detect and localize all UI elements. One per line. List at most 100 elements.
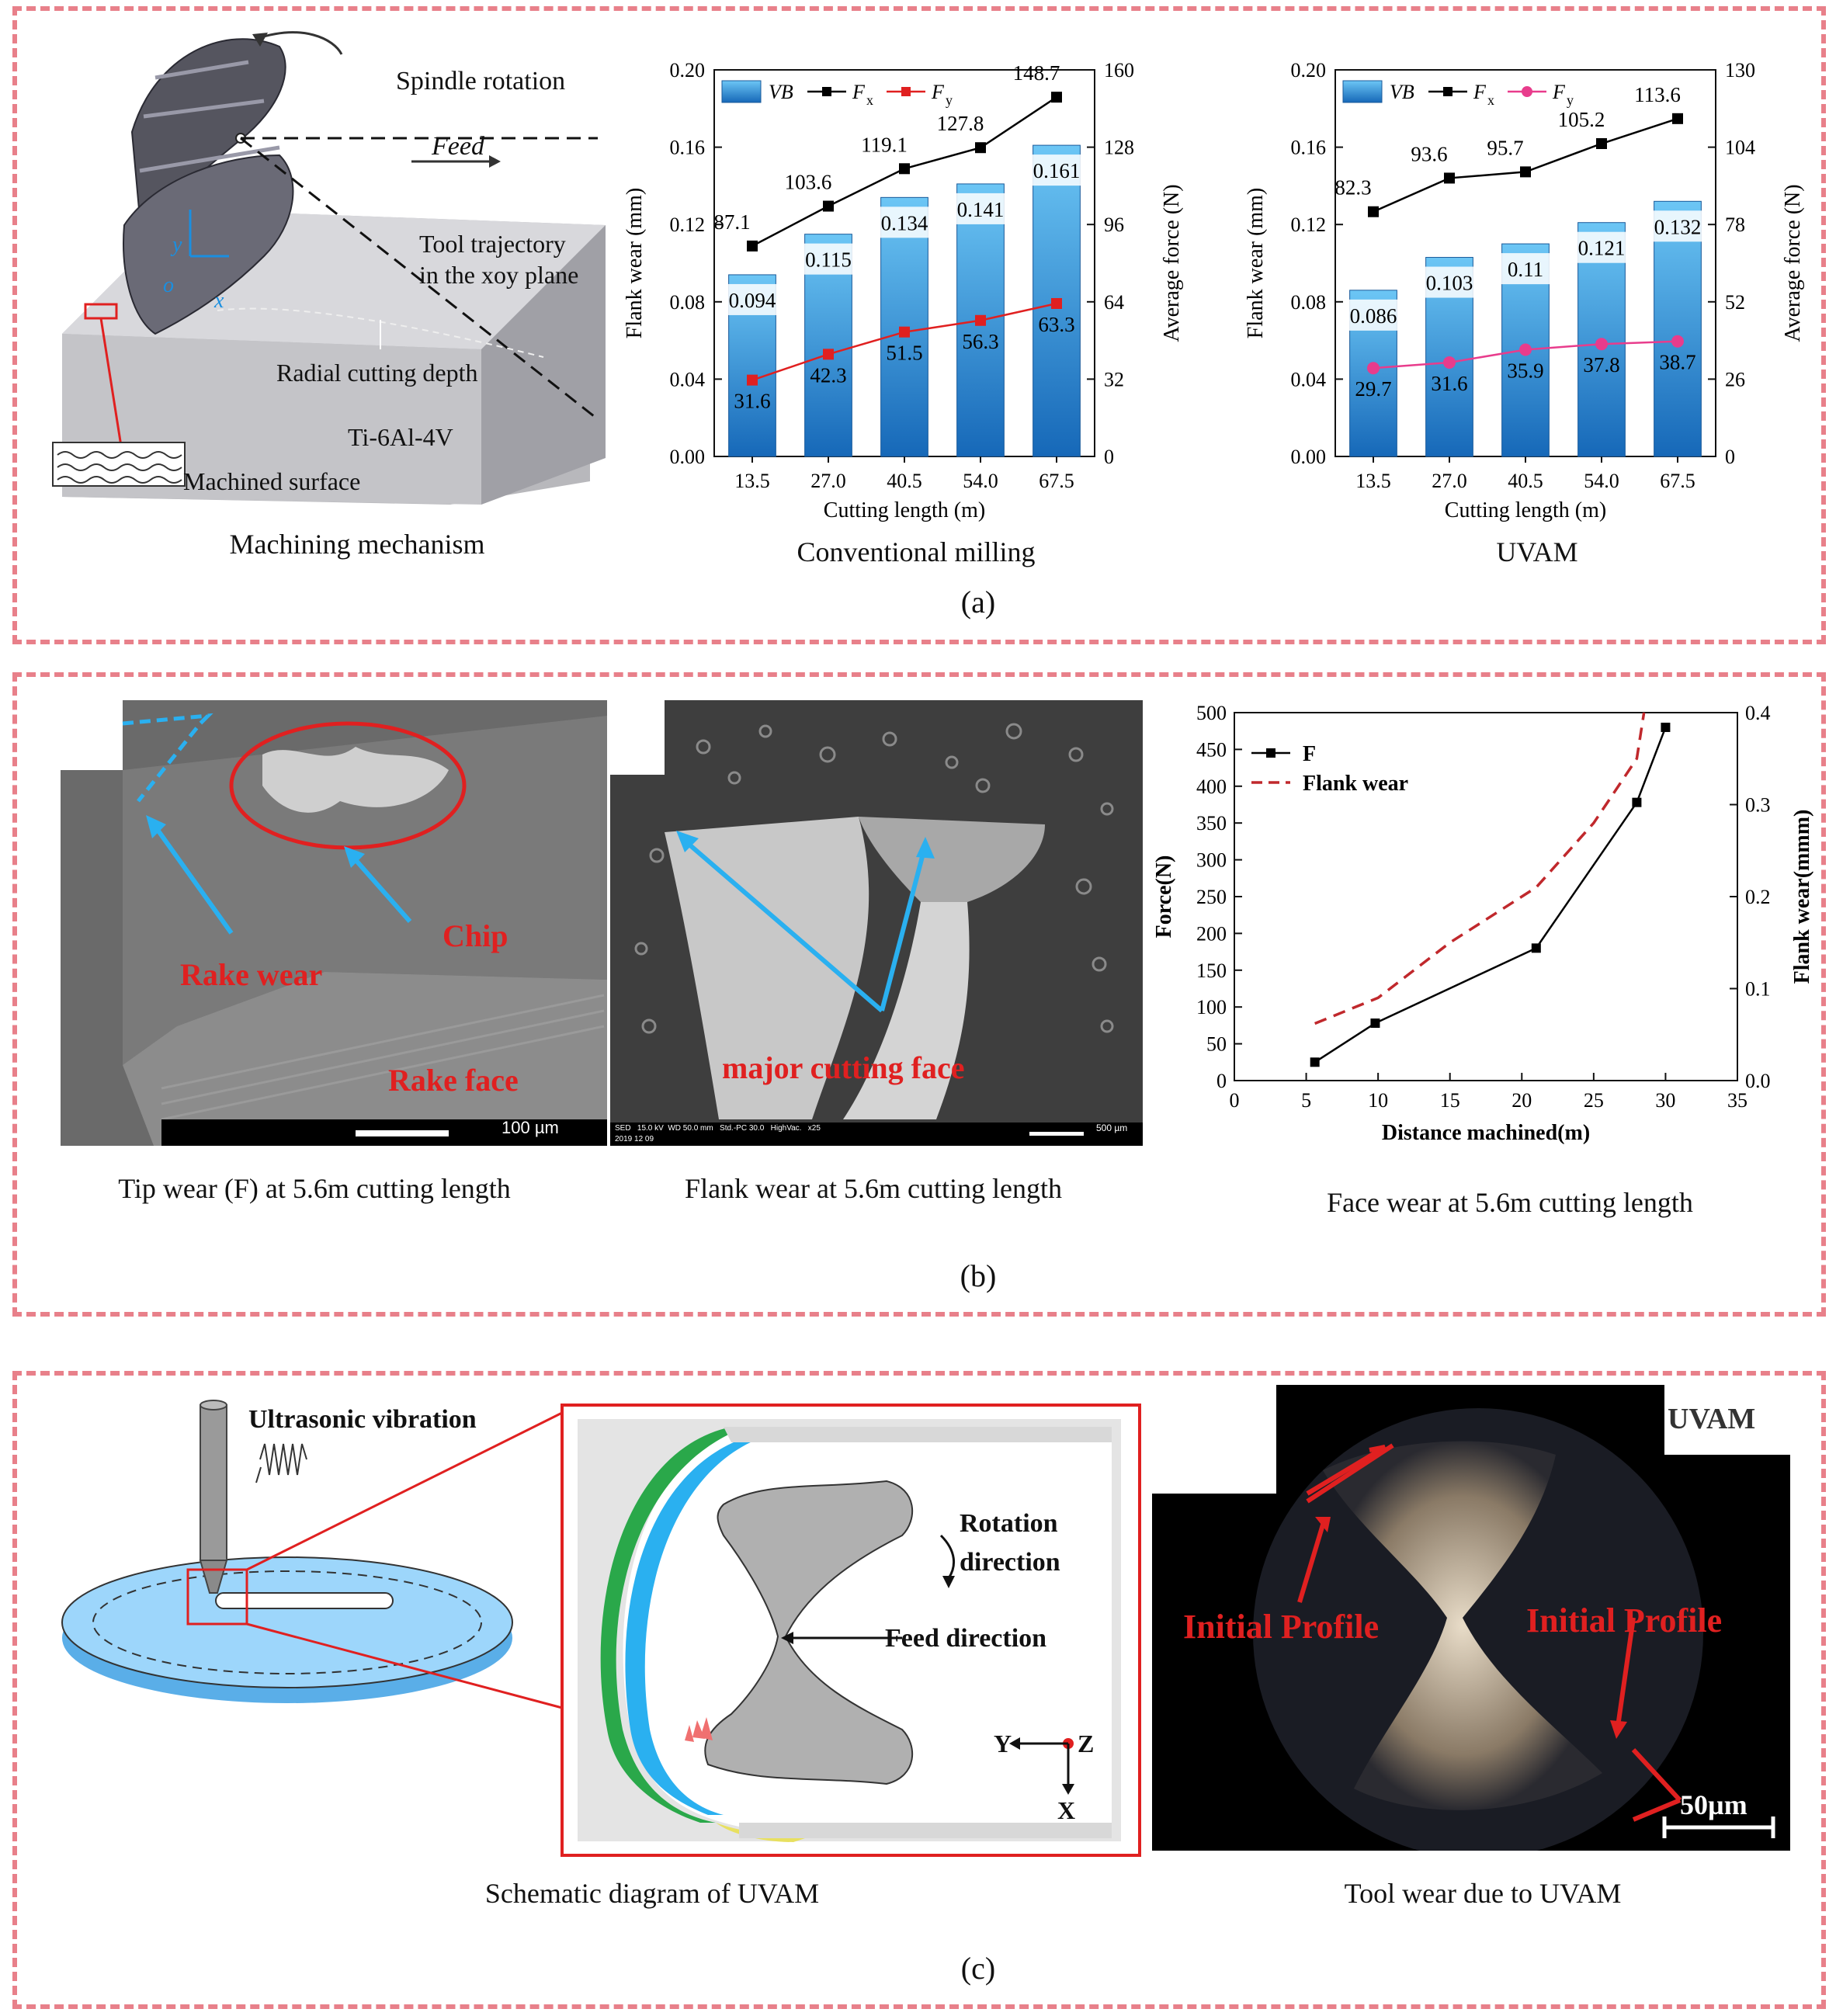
panel-a [12, 6, 1826, 644]
uvam-caption: UVAM [1496, 536, 1578, 567]
x-tick-label: 40.5 [1508, 470, 1543, 492]
legend-fx-marker [1443, 87, 1452, 96]
flank-wear-line [1314, 712, 1646, 1025]
fx-data-label: 87.1 [713, 210, 750, 234]
fy-point [975, 314, 986, 326]
fy-data-label: 42.3 [810, 363, 846, 387]
left-tick-label: 50 [1206, 1033, 1227, 1056]
left-tick-label: 0.16 [670, 137, 706, 159]
vb-label-bg [1566, 231, 1637, 263]
major-cutting-face-label: major cutting face [722, 1050, 965, 1085]
left-tick-label: 0 [1216, 1070, 1227, 1092]
spindle-rotation-label: Spindle rotation [396, 67, 566, 95]
fx-data-label: 127.8 [937, 112, 984, 135]
vb-data-label: 0.121 [1578, 237, 1626, 260]
left-tick-label: 0.20 [1291, 59, 1327, 82]
x-axis-label: Cutting length (m) [1445, 498, 1606, 522]
left-tick-label: 450 [1196, 738, 1227, 761]
right-tick-label: 32 [1104, 368, 1124, 390]
legend-fy-subscript: y [1567, 92, 1574, 108]
legend-fy-subscript: y [946, 92, 953, 108]
left-tick-label: 200 [1196, 922, 1227, 945]
right-tick-label: 0.1 [1745, 978, 1771, 1001]
x-tick-label: 27.0 [810, 470, 846, 492]
fy-point [899, 326, 910, 338]
x-tick-label: 25 [1584, 1089, 1604, 1112]
axis-y-label: y [172, 233, 182, 257]
chip-label: Chip [443, 918, 508, 953]
fx-point [975, 142, 986, 154]
fy-point [1671, 335, 1684, 348]
fx-data-label: 103.6 [785, 171, 832, 194]
fy-point [1519, 343, 1532, 356]
sem-info-label: SED 15.0 kV WD 50.0 mm Std.-PC 30.0 High… [615, 1124, 821, 1133]
x-tick-label: 54.0 [1584, 470, 1619, 492]
x-tick-label: 15 [1440, 1089, 1460, 1112]
initial-profile-right-label: Initial Profile [1526, 1601, 1723, 1640]
flank-wear-photo [610, 700, 1143, 1146]
vb-data-label: 0.11 [1508, 258, 1543, 281]
legend-vb-swatch [721, 80, 762, 103]
right-tick-label: 0.0 [1745, 1070, 1771, 1092]
x-tick-label: 35 [1727, 1089, 1747, 1112]
fy-data-label: 51.5 [886, 342, 922, 365]
right-tick-label: 78 [1725, 213, 1745, 236]
left-tick-label: 100 [1196, 996, 1227, 1018]
left-tick-label: 0.12 [670, 213, 706, 236]
fy-data-label: 31.6 [1431, 372, 1467, 395]
fx-point [747, 240, 758, 252]
fx-point [1596, 138, 1607, 150]
fx-data-label: 119.1 [861, 133, 908, 156]
left-tick-label: 0.00 [1291, 446, 1327, 468]
legend-vb-label: VB [1390, 81, 1414, 103]
x-tick-label: 67.5 [1660, 470, 1695, 492]
schematic-caption: Schematic diagram of UVAM [484, 1878, 820, 1909]
trajectory-label-2: in the xoy plane [419, 261, 579, 289]
uvam-chart: 0.086 0.103 0.11 0.121 0.132 82.3 93.6 95.7 105.… [1244, 59, 1805, 522]
right-tick-label: 104 [1725, 137, 1755, 159]
legend-fy-label: F [931, 81, 945, 103]
vb-label-bg [1338, 299, 1409, 331]
right-tick-label: 0.4 [1745, 702, 1771, 724]
uvam-wear-photo [1152, 1385, 1790, 1851]
vb-data-label: 0.134 [881, 211, 928, 234]
fx-point [899, 163, 910, 175]
vb-label-bg [1414, 266, 1485, 298]
x-tick-label: 67.5 [1039, 470, 1074, 492]
left-tick-label: 250 [1196, 886, 1227, 908]
left-tick-label: 400 [1196, 776, 1227, 798]
initial-profile-left-label: Initial Profile [1183, 1608, 1380, 1646]
vb-data-label: 0.132 [1654, 215, 1702, 238]
right-tick-label: 130 [1725, 59, 1755, 82]
feed-label: Feed [432, 132, 484, 161]
force-point [1310, 1057, 1320, 1067]
machining-mechanism-caption: Machining mechanism [229, 529, 485, 560]
fx-data-label: 93.6 [1411, 142, 1447, 165]
fy-point [747, 374, 758, 386]
x-axis-label: Cutting length (m) [824, 498, 985, 522]
right-tick-label: 96 [1104, 213, 1124, 236]
vb-label-bg [1021, 154, 1092, 186]
right-tick-label: 0 [1104, 446, 1114, 468]
uvam-cross-section-diagram [561, 1404, 1141, 1857]
fx-point [1672, 113, 1683, 124]
feed-direction-label: Feed direction [885, 1624, 1047, 1653]
axis-y-label-c: Y [994, 1730, 1012, 1757]
plot-frame [1234, 712, 1738, 1081]
x-tick-label: 13.5 [734, 470, 770, 492]
fx-point [1444, 172, 1455, 184]
left-tick-label: 300 [1196, 849, 1227, 872]
vb-data-label: 0.094 [729, 289, 776, 312]
left-tick-label: 150 [1196, 959, 1227, 982]
legend-fx-label: F [852, 81, 866, 103]
left-tick-label: 0.08 [670, 291, 706, 314]
axis-o-label: o [163, 273, 174, 297]
panel-b-label: (b) [960, 1258, 997, 1293]
left-tick-label: 0.00 [670, 446, 706, 468]
rotation-label-1: Rotation [960, 1509, 1058, 1538]
left-axis-label: Force(N) [1152, 855, 1176, 939]
right-axis-label: Average force (N) [1781, 184, 1805, 342]
vb-label-bg [793, 243, 864, 275]
fy-point [1443, 356, 1456, 369]
axis-x-label-c: X [1057, 1796, 1076, 1824]
